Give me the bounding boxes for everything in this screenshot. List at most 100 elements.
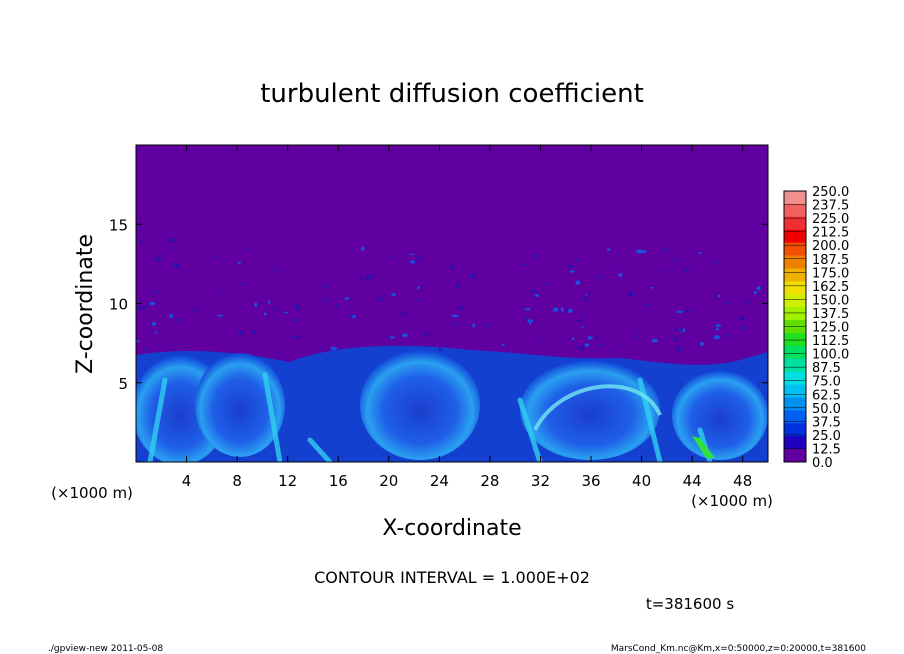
- turbulent-blob: [618, 272, 623, 278]
- turbulent-blob: [364, 275, 371, 281]
- turbulent-blob: [358, 276, 362, 280]
- turbulent-blob: [238, 261, 241, 265]
- colorbar-label: 200.0: [812, 239, 849, 254]
- colorbar-label: 37.5: [812, 415, 841, 430]
- turbulent-blob: [193, 308, 198, 312]
- footer-right: MarsCond_Km.nc@Km,x=0:50000,z=0:20000,t=…: [611, 644, 866, 654]
- colorbar-swatch: [784, 307, 806, 321]
- x-tick-label: 40: [632, 472, 651, 490]
- turbulent-blob: [606, 248, 611, 252]
- x-tick-label: 4: [182, 472, 192, 490]
- colorbar-swatch: [784, 449, 806, 463]
- turbulent-blob: [458, 305, 464, 310]
- turbulent-blob: [293, 335, 301, 339]
- colorbar-label: 25.0: [812, 429, 841, 444]
- plume-streak: [307, 437, 333, 462]
- turbulent-blob: [136, 340, 140, 343]
- turbulent-blob: [167, 238, 174, 243]
- turbulent-blob: [640, 249, 647, 254]
- contour-interval-label: CONTOUR INTERVAL = 1.000E+02: [314, 568, 590, 587]
- colorbar-swatch: [784, 281, 806, 295]
- x-tick-label: 36: [581, 472, 600, 490]
- turbulent-blob: [422, 333, 429, 337]
- turbulent-blob: [438, 264, 442, 266]
- x-unit-label-left: (×1000 m): [51, 484, 133, 502]
- turbulent-blob: [552, 307, 559, 312]
- y-axis: 5 10 15: [109, 216, 768, 393]
- turbulent-blob: [529, 321, 532, 326]
- turbulent-blob: [240, 283, 244, 286]
- turbulent-blob: [216, 314, 224, 317]
- turbulent-blob: [672, 337, 679, 341]
- turbulent-blob: [753, 290, 758, 295]
- turbulent-blob: [584, 343, 590, 347]
- turbulent-blob: [536, 339, 540, 344]
- y-tick-label: 10: [109, 296, 128, 314]
- turbulent-blob: [263, 312, 267, 316]
- turbulent-blob: [587, 336, 593, 340]
- colorbar-swatch: [784, 294, 806, 308]
- colorbar-swatch: [784, 216, 806, 231]
- turbulent-blob: [520, 263, 526, 266]
- turbulent-blob: [576, 319, 582, 322]
- turbulent-blob: [715, 238, 718, 242]
- turbulent-blob: [351, 315, 357, 319]
- turbulent-blob: [268, 300, 271, 305]
- turbulent-blob: [484, 323, 492, 327]
- turbulent-blob: [532, 254, 538, 258]
- y-tick-label: 15: [109, 216, 128, 234]
- colorbar-label: 12.5: [812, 442, 841, 457]
- colorbar-swatch: [784, 371, 806, 386]
- turbulent-blob: [676, 310, 684, 314]
- turbulent-blob: [715, 327, 719, 331]
- turbulent-blob: [454, 321, 459, 326]
- colorbar-label: 75.0: [812, 375, 841, 390]
- turbulent-blob: [237, 330, 243, 336]
- turbulent-blob: [578, 346, 585, 350]
- turbulent-blob: [456, 284, 460, 289]
- turbulent-blob: [149, 301, 156, 306]
- footer-left: ./gpview-new 2011-05-08: [48, 644, 163, 654]
- x-tick-label: 24: [430, 472, 449, 490]
- turbulent-blob: [400, 312, 407, 316]
- turbulent-blob: [743, 300, 750, 304]
- turbulent-blob: [295, 305, 301, 310]
- plume-streak: [147, 377, 168, 462]
- turbulent-blob: [674, 259, 680, 262]
- turbulent-blob: [176, 318, 182, 322]
- turbulent-blob: [576, 257, 579, 262]
- turbulent-blob: [713, 335, 721, 340]
- turbulent-blob: [697, 252, 702, 254]
- turbulent-blob: [636, 330, 639, 333]
- turbulent-blob: [739, 326, 746, 330]
- turbulent-blob: [739, 316, 745, 321]
- turbulent-blob: [614, 269, 618, 272]
- plume-streak: [262, 372, 283, 462]
- x-axis: 4 8 12 16 20 24 28 32 36 40 44 48: [182, 145, 752, 490]
- turbulent-blob: [330, 346, 338, 351]
- turbulent-blob: [251, 329, 256, 335]
- turbulent-blob: [344, 297, 350, 300]
- colorbar-label: 62.5: [812, 388, 841, 403]
- convective-cell: [672, 370, 768, 460]
- turbulent-blob: [254, 302, 258, 307]
- turbulent-blob: [138, 239, 143, 242]
- turbulent-blob: [334, 304, 340, 308]
- x-tick-label: 20: [379, 472, 398, 490]
- chart-title: turbulent diffusion coefficient: [260, 79, 644, 109]
- turbulent-blob: [173, 263, 180, 268]
- x-tick-label: 28: [480, 472, 499, 490]
- y-tick-label: 5: [118, 375, 128, 393]
- turbulent-blob: [717, 294, 721, 298]
- turbulent-blob: [685, 309, 690, 313]
- colorbar-label: 137.5: [812, 307, 849, 322]
- x-tick-label: 44: [683, 472, 702, 490]
- turbulent-blob: [567, 308, 573, 313]
- turbulent-blob: [451, 314, 459, 318]
- colorbar-label: 237.5: [812, 199, 849, 214]
- x-tick-label: 16: [329, 472, 348, 490]
- colorbar-swatch: [784, 423, 806, 437]
- turbulent-blob: [571, 337, 575, 340]
- turbulent-blob: [416, 299, 422, 302]
- colorbar-swatch: [784, 384, 806, 398]
